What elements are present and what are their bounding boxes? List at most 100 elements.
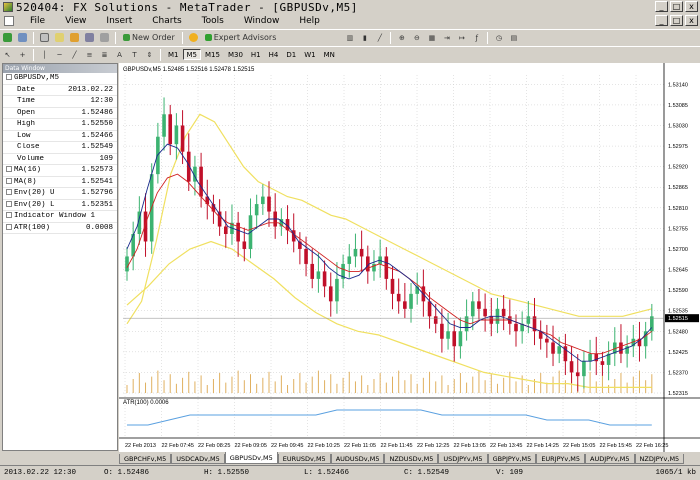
timeframe-w1[interactable]: W1 <box>304 51 316 59</box>
chart-shift-icon[interactable]: ↦ <box>458 33 465 42</box>
timeframe-mn[interactable]: MN <box>323 51 335 59</box>
tile-windows-icon[interactable]: ▦ <box>428 33 436 42</box>
fibonacci-icon[interactable]: ≣ <box>101 50 108 59</box>
new-order-button[interactable]: New Order <box>120 31 178 44</box>
chart-tab[interactable]: AUDUSDv,M5 <box>330 454 385 464</box>
candle-body <box>186 151 191 182</box>
status-bar: 2013.02.22 12:30 O: 1.52486 H: 1.52550 L… <box>0 465 700 480</box>
indicators-icon[interactable]: ƒ <box>475 33 479 42</box>
menu-file[interactable]: File <box>30 16 46 26</box>
status-high: H: 1.52550 <box>204 469 250 477</box>
data-window-icon[interactable] <box>53 31 66 44</box>
timeframe-h4[interactable]: H4 <box>268 51 279 59</box>
label-icon[interactable]: T <box>132 50 137 59</box>
expert-advisors-button[interactable]: Expert Advisors <box>202 31 280 44</box>
candle-body <box>353 248 358 257</box>
text-icon[interactable]: A <box>117 50 122 59</box>
chart-tab[interactable]: EURJPYv,M5 <box>536 454 586 464</box>
status-traffic: 1065/1 kb <box>655 469 696 477</box>
menu-charts[interactable]: Charts <box>152 16 182 26</box>
timeframe-m30[interactable]: M30 <box>227 51 243 59</box>
profiles-icon[interactable] <box>16 31 29 44</box>
timeframe-m1[interactable]: M1 <box>168 51 179 59</box>
chart-tab[interactable]: NZDUSDv,M5 <box>384 454 439 464</box>
chart-document-icon[interactable] <box>4 16 14 26</box>
maximize-button[interactable]: □ <box>670 1 683 12</box>
app-icon <box>3 2 13 12</box>
candle-body <box>199 166 203 197</box>
timeframe-d1[interactable]: D1 <box>286 51 297 59</box>
cursor-icon[interactable]: ↖ <box>4 50 11 59</box>
status-datetime: 2013.02.22 12:30 <box>4 469 77 477</box>
periods-icon[interactable]: ◷ <box>495 33 502 42</box>
x-tick-label: 22 Feb 13:45 <box>490 443 522 449</box>
candle-body <box>254 204 259 216</box>
child-minimize-button[interactable]: _ <box>655 15 668 26</box>
timeframe-m5[interactable]: M5 <box>182 49 201 60</box>
chart-tab[interactable]: USDJPYv,M5 <box>438 454 488 464</box>
chart-tab[interactable]: GBPJPYv,M5 <box>487 454 537 464</box>
y-tick-label: 1.52920 <box>668 165 688 171</box>
candle-body <box>174 125 179 145</box>
arrows-icon[interactable]: ⇕ <box>146 50 153 59</box>
crosshair-icon[interactable]: + <box>19 50 26 59</box>
chart-tab[interactable]: USDCADv,M5 <box>171 454 225 464</box>
atr-line <box>127 409 652 426</box>
close-button[interactable]: x <box>685 1 698 12</box>
candle-body <box>514 323 518 332</box>
candle-body <box>366 256 370 272</box>
new-chart-icon[interactable] <box>1 31 14 44</box>
candle-body <box>575 372 580 377</box>
templates-icon[interactable]: ▤ <box>510 33 518 42</box>
timeframe-m15[interactable]: M15 <box>205 51 220 59</box>
y-tick-label: 1.53140 <box>668 82 688 88</box>
chart-tab[interactable]: EURUSDv,M5 <box>277 454 331 464</box>
menu-insert[interactable]: Insert <box>106 16 133 26</box>
vertical-line-icon[interactable]: │ <box>42 50 47 59</box>
chart-tab[interactable]: AUDJPYv,M5 <box>585 454 635 464</box>
child-close-button[interactable]: x <box>685 15 698 26</box>
data-row-high: High 1.52550 <box>3 119 117 131</box>
candle-body <box>285 219 290 231</box>
candle-body <box>612 342 617 354</box>
data-row-time: Time 12:30 <box>3 96 117 108</box>
zoom-in-icon[interactable]: ⊕ <box>398 33 405 42</box>
menu-view[interactable]: View <box>65 16 87 26</box>
trendline-icon[interactable]: ╱ <box>72 50 77 59</box>
market-watch-icon[interactable] <box>38 31 51 44</box>
line-chart-icon[interactable]: ╱ <box>377 33 382 42</box>
x-tick-label: 22 Feb 07:45 <box>162 443 194 449</box>
autoscroll-icon[interactable]: ⇥ <box>443 33 450 42</box>
channel-icon[interactable]: ≡ <box>86 50 93 59</box>
candle-body <box>600 361 605 365</box>
price-chart[interactable]: 1.53140 1.53085 1.53030 1.52975 1.52920 1.528… <box>119 63 700 453</box>
navigator-icon[interactable] <box>68 31 81 44</box>
child-restore-button[interactable]: □ <box>670 15 683 26</box>
menu-tools[interactable]: Tools <box>201 16 224 26</box>
bar-chart-icon[interactable]: ▥ <box>346 33 354 42</box>
new-order-label: New Order <box>132 33 175 42</box>
menu-window[interactable]: Window <box>243 16 280 26</box>
candle-body <box>341 263 345 279</box>
chart-window[interactable]: 1.53140 1.53085 1.53030 1.52975 1.52920 1.528… <box>119 63 700 453</box>
candlestick-icon[interactable]: ▮ <box>362 33 367 42</box>
menu-help[interactable]: Help <box>299 16 320 26</box>
tester-icon[interactable] <box>98 31 111 44</box>
candle-body <box>477 301 481 309</box>
chart-tab[interactable]: GBPCHFv,M5 <box>119 454 172 464</box>
terminal-icon[interactable] <box>83 31 96 44</box>
candle-body <box>483 308 487 317</box>
candle-body <box>298 241 302 249</box>
chart-header: GBPUSDv,M5 1.52485 1.52516 1.52478 1.525… <box>123 67 255 73</box>
status-low: L: 1.52466 <box>304 469 350 477</box>
data-row-low: Low 1.52466 <box>3 131 117 142</box>
timeframe-h1[interactable]: H1 <box>250 51 261 59</box>
candle-body <box>470 301 475 317</box>
x-tick-label: 22 Feb 10:25 <box>308 443 340 449</box>
chart-tab[interactable]: GBPUSDv,M5 <box>224 452 278 464</box>
horizontal-line-icon[interactable]: ─ <box>57 50 62 59</box>
chart-tab[interactable]: NZDJPYv,M5 <box>634 454 685 464</box>
candle-body <box>569 361 574 373</box>
zoom-out-icon[interactable]: ⊖ <box>413 33 420 42</box>
minimize-button[interactable]: _ <box>655 1 668 12</box>
